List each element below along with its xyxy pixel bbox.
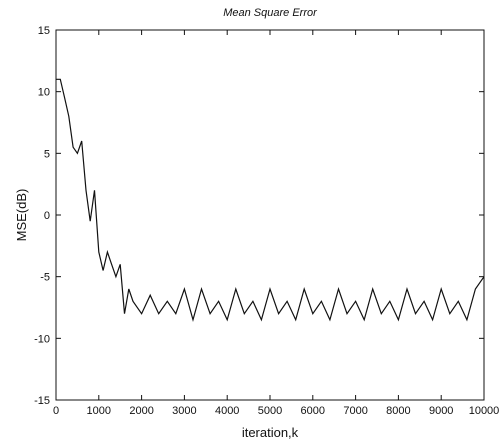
chart-title: Mean Square Error bbox=[223, 7, 318, 19]
mse-series-line bbox=[56, 78, 485, 323]
x-tick-label: 3000 bbox=[172, 405, 196, 417]
x-tick-label: 6000 bbox=[301, 405, 325, 417]
y-axis-label: MSE(dB) bbox=[14, 189, 29, 242]
x-tick-label: 1000 bbox=[87, 405, 111, 417]
x-tick-label: 2000 bbox=[129, 405, 153, 417]
y-tick-label: -15 bbox=[34, 395, 50, 407]
x-axis-label: iteration,k bbox=[242, 425, 299, 440]
y-tick-label: 10 bbox=[38, 87, 50, 99]
x-tick-label: 4000 bbox=[215, 405, 239, 417]
y-tick-label: 0 bbox=[44, 210, 50, 222]
x-tick-label: 8000 bbox=[386, 405, 410, 417]
y-tick-label: -10 bbox=[34, 333, 50, 345]
x-tick-label: 0 bbox=[53, 405, 59, 417]
y-tick-label: -5 bbox=[40, 272, 50, 284]
series-group bbox=[56, 78, 485, 323]
axis-ticks: 0 1000 2000 3000 4000 5000 6000 7000 8000 9000 100… bbox=[34, 25, 499, 417]
x-tick-label: 5000 bbox=[258, 405, 282, 417]
y-tick-label: 5 bbox=[44, 148, 50, 160]
x-tick-label: 7000 bbox=[343, 405, 367, 417]
x-tick-label: 10000 bbox=[469, 405, 500, 417]
plot-frame bbox=[55, 29, 485, 401]
y-tick-label: 15 bbox=[38, 25, 50, 37]
x-tick-label: 9000 bbox=[429, 405, 453, 417]
